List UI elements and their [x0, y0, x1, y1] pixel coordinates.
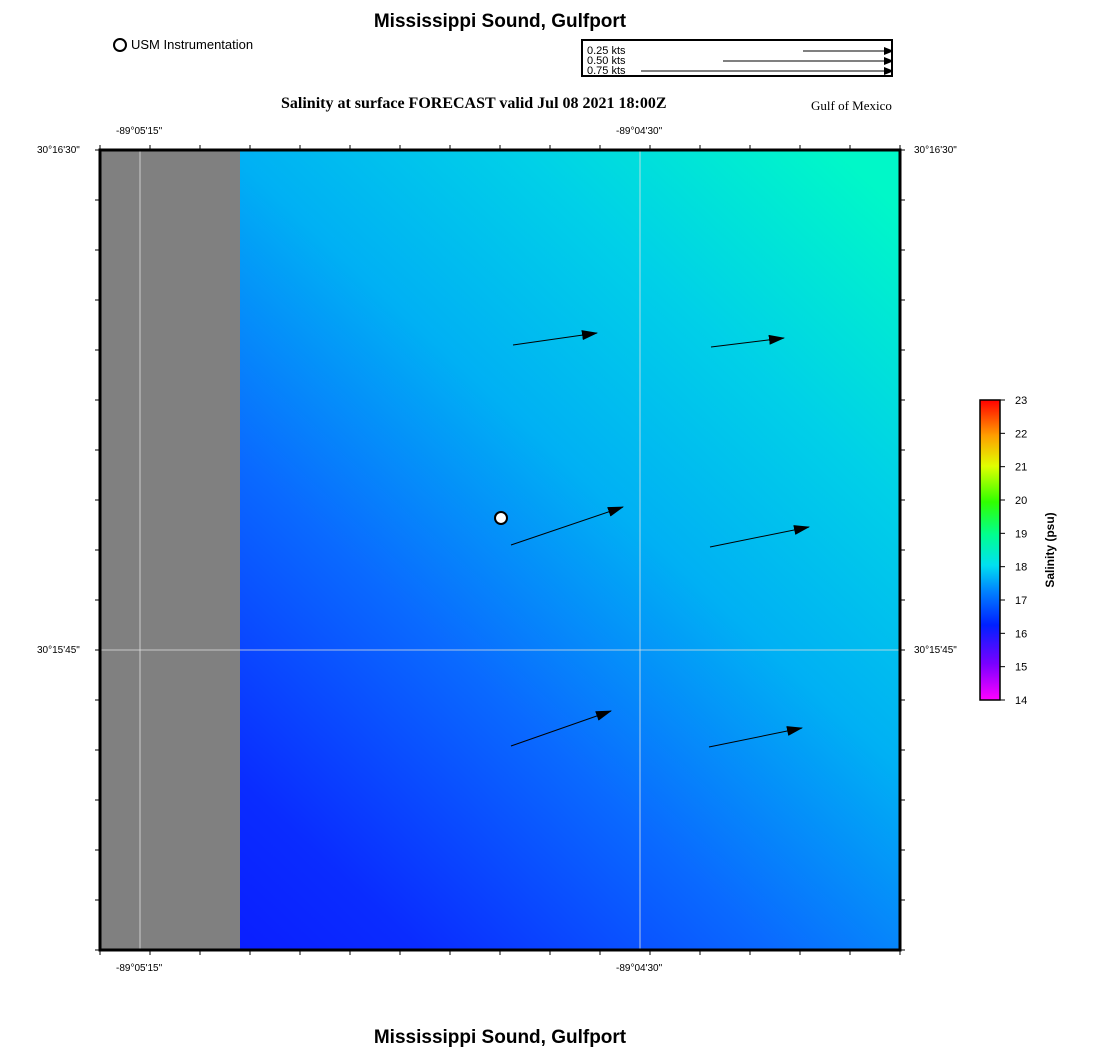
map-title: Mississippi Sound, Gulfport — [373, 11, 627, 32]
current-vector — [510, 710, 612, 747]
lon-label-top-2: -89°04'30" — [616, 126, 663, 137]
lon-label-bottom-1: -89°05'15" — [116, 963, 163, 974]
colorbar-tick-label: 19 — [1015, 528, 1027, 540]
station-legend-label: USM Instrumentation — [131, 37, 254, 52]
speed-arrows — [641, 47, 893, 75]
current-vector — [708, 726, 803, 748]
speed-label-2: 0.50 kts — [587, 55, 626, 67]
map-footer-title: Mississippi Sound, Gulfport — [373, 1027, 627, 1048]
colorbar-label: Salinity (psu) — [1043, 512, 1057, 588]
station-marker-icon — [113, 37, 127, 52]
lat-label-left-2: 30°15'45" — [37, 645, 80, 656]
colorbar-gradient — [979, 399, 1001, 701]
colorbar-tick-label: 15 — [1015, 662, 1027, 674]
current-vector — [710, 334, 785, 348]
colorbar-tick-label: 22 — [1015, 428, 1027, 440]
speed-label-1: 0.25 kts — [587, 45, 626, 57]
vector-scale-legend: 0.25 kts 0.50 kts 0.75 kts — [581, 39, 893, 77]
colorbar-tick-label: 16 — [1015, 628, 1027, 640]
lon-label-bottom-2: -89°04'30" — [616, 963, 663, 974]
colorbar-tick-label: 21 — [1015, 462, 1027, 474]
station-legend: USM Instrumentation — [113, 37, 253, 52]
map-frame — [98, 148, 902, 952]
lat-label-right-2: 30°15'45" — [914, 645, 957, 656]
current-vector — [512, 330, 598, 346]
lon-label-top-1: -89°05'15" — [116, 126, 163, 137]
current-vector — [709, 525, 810, 548]
colorbar-tick-label: 18 — [1015, 562, 1027, 574]
salinity-map — [95, 145, 905, 955]
land-area — [100, 150, 240, 950]
region-label: Gulf of Mexico — [811, 98, 892, 113]
colorbar-tick-label: 17 — [1015, 595, 1027, 607]
colorbar-tick-label: 20 — [1015, 495, 1027, 507]
current-vector — [510, 506, 624, 546]
colorbar-tick-label: 23 — [1015, 395, 1027, 407]
colorbar-tick-label: 14 — [1015, 695, 1027, 705]
lat-label-left-1: 30°16'30" — [37, 145, 80, 156]
salinity-colorbar: 23 22 21 20 19 18 17 16 15 14 — [979, 395, 1027, 705]
colorbar-ticks: 23 22 21 20 19 18 17 16 15 14 — [1000, 395, 1027, 705]
lat-label-right-1: 30°16'30" — [914, 145, 957, 156]
speed-label-3: 0.75 kts — [587, 65, 626, 77]
usm-station-marker[interactable] — [494, 511, 508, 525]
forecast-subtitle: Salinity at surface FORECAST valid Jul 0… — [281, 95, 667, 112]
